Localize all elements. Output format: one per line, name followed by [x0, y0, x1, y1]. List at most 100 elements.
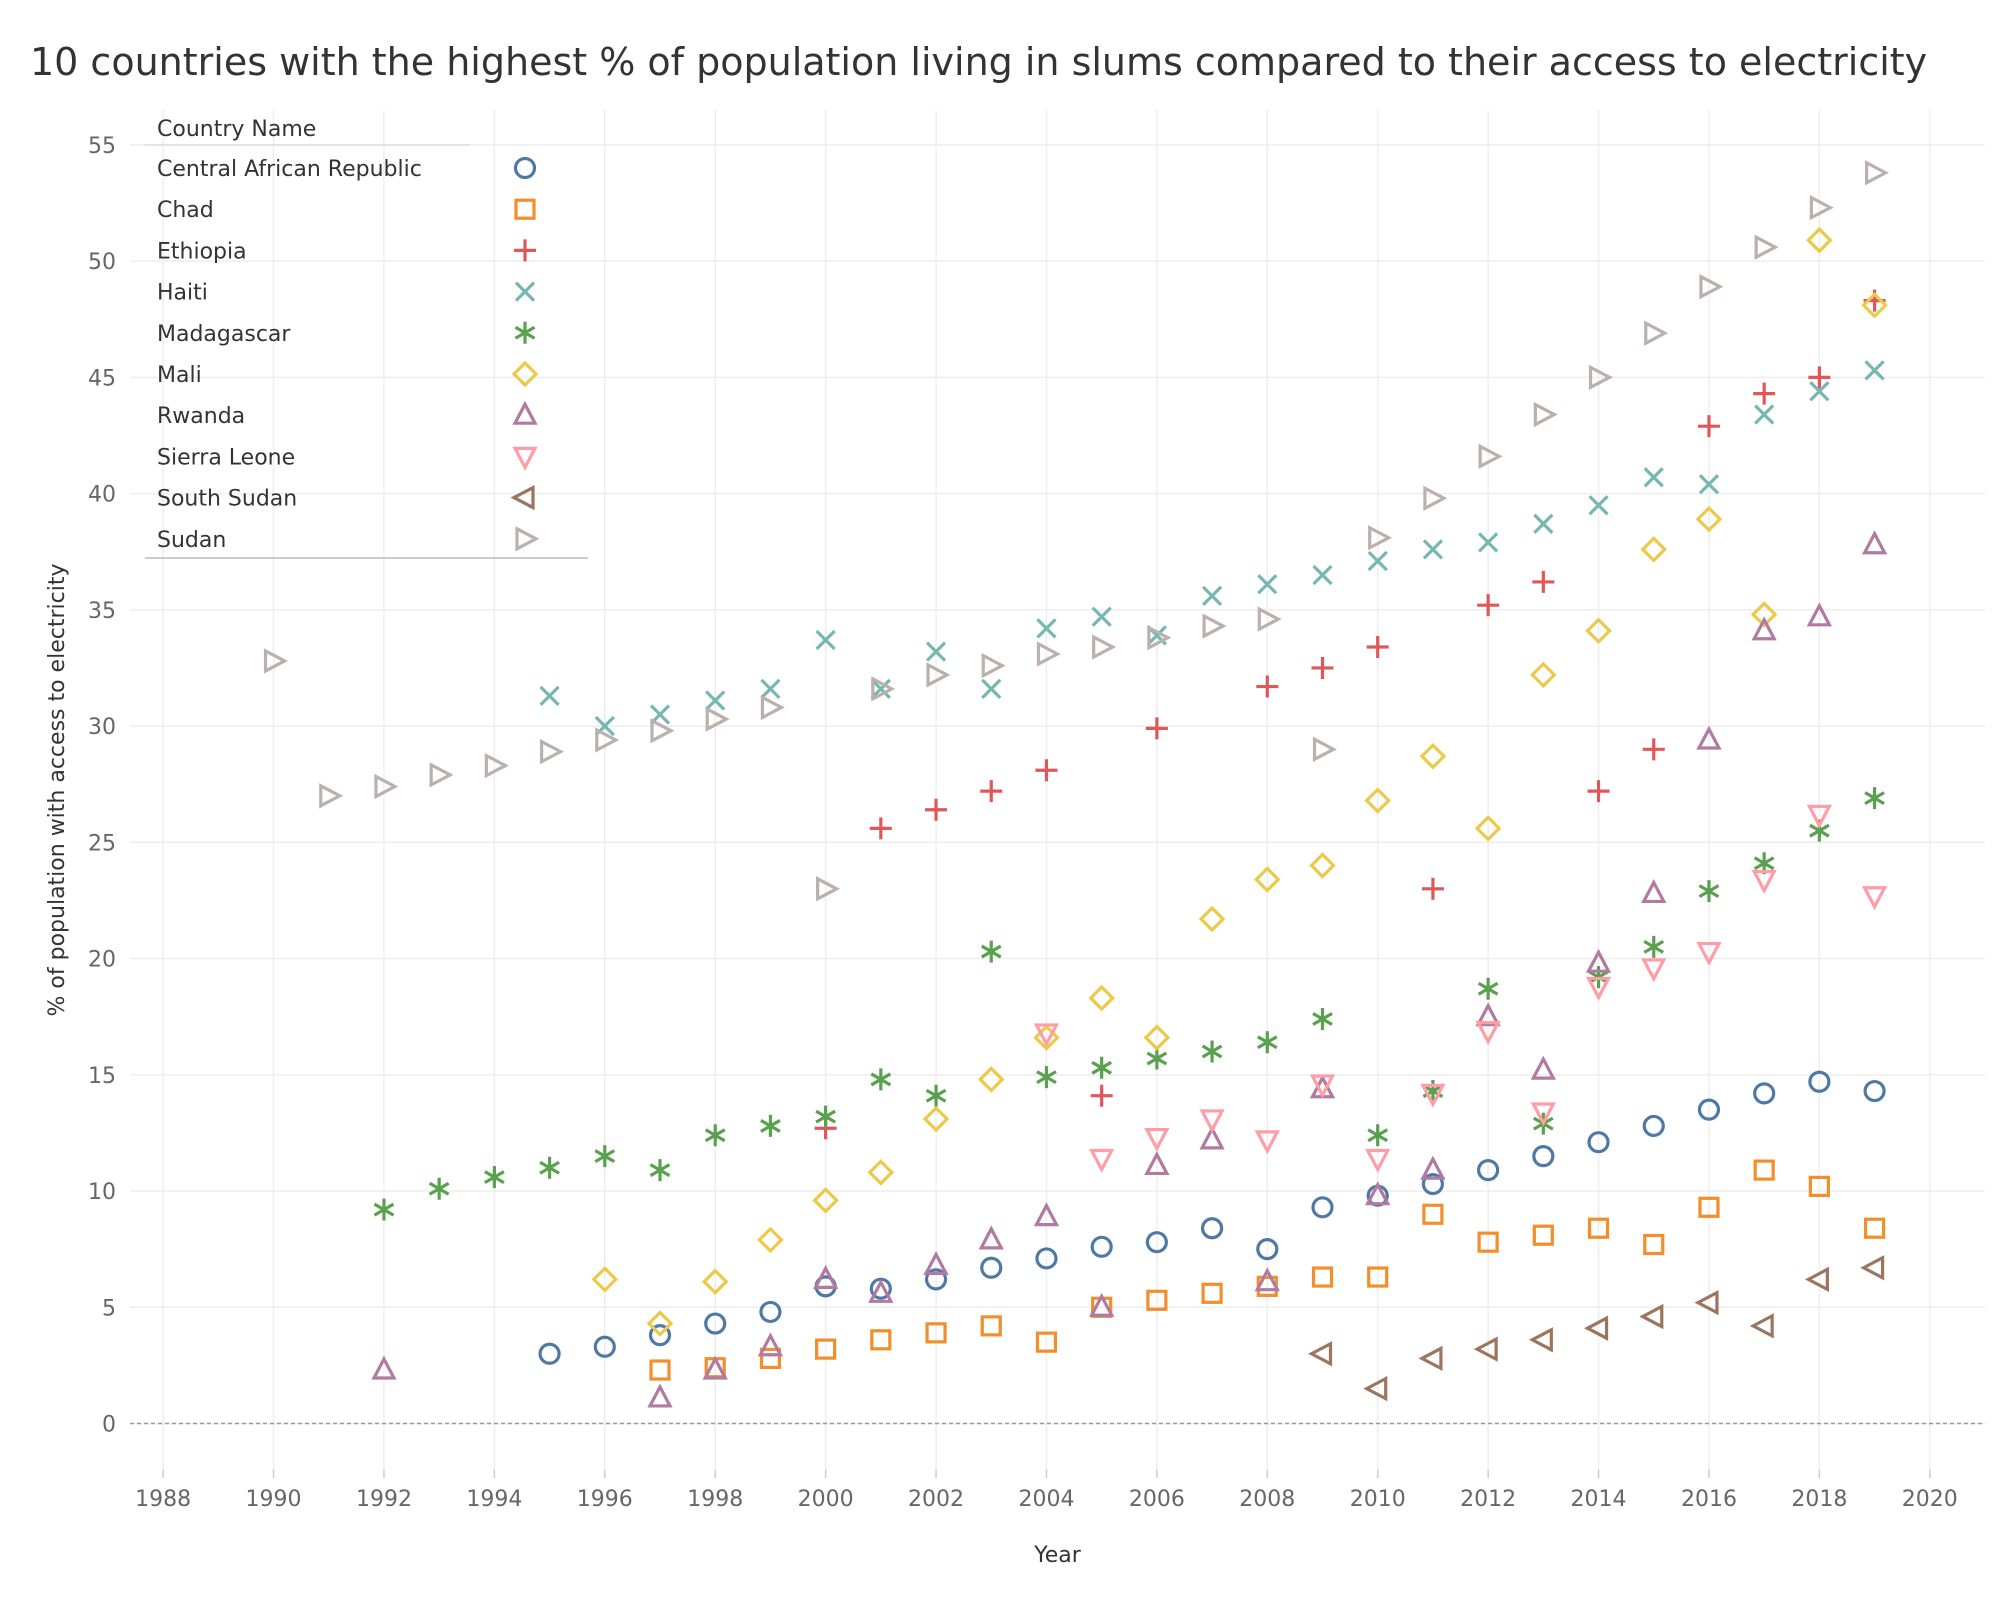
data-point[interactable] [1806, 602, 1833, 627]
data-point[interactable] [1475, 1002, 1501, 1027]
data-point[interactable] [1695, 505, 1723, 533]
data-point[interactable] [1808, 1175, 1830, 1197]
data-point[interactable] [1143, 1024, 1171, 1051]
data-point[interactable] [1530, 1102, 1556, 1127]
data-point[interactable] [1588, 495, 1609, 516]
data-point[interactable] [1860, 1255, 1885, 1281]
data-point[interactable] [1753, 382, 1776, 405]
legend-item-chad[interactable]: Chad [157, 198, 536, 223]
data-point[interactable] [1202, 613, 1227, 639]
data-point[interactable] [1420, 1083, 1446, 1108]
data-point[interactable] [705, 690, 726, 711]
data-point[interactable] [760, 678, 781, 700]
data-point[interactable] [374, 773, 399, 800]
data-point[interactable] [981, 652, 1006, 679]
data-point[interactable] [1199, 1109, 1225, 1134]
data-point[interactable] [1036, 641, 1061, 667]
data-point[interactable] [1861, 292, 1888, 319]
data-point[interactable] [595, 727, 620, 753]
data-point[interactable] [1309, 852, 1336, 879]
data-point[interactable] [539, 1156, 560, 1179]
data-point[interactable] [1809, 194, 1834, 221]
data-point[interactable] [648, 1324, 672, 1347]
data-point[interactable] [1089, 1148, 1115, 1173]
legend-item-mali[interactable]: Mali [157, 360, 539, 388]
data-point[interactable] [1257, 606, 1282, 632]
data-point[interactable] [980, 940, 1002, 963]
data-point[interactable] [812, 1187, 839, 1214]
data-point[interactable] [1421, 1172, 1445, 1196]
data-point[interactable] [1532, 570, 1555, 593]
data-point[interactable] [1035, 1247, 1058, 1270]
data-point[interactable] [1367, 1266, 1389, 1288]
data-point[interactable] [1418, 1345, 1443, 1372]
data-point[interactable] [1474, 815, 1502, 842]
data-point[interactable] [1751, 616, 1777, 641]
data-point[interactable] [980, 780, 1003, 803]
data-point[interactable] [1477, 532, 1499, 553]
data-point[interactable] [1367, 550, 1388, 572]
data-point[interactable] [1641, 958, 1667, 983]
data-point[interactable] [1530, 661, 1557, 689]
data-point[interactable] [1033, 1202, 1060, 1227]
data-point[interactable] [1528, 1327, 1553, 1353]
data-point[interactable] [925, 798, 948, 821]
data-point[interactable] [1421, 877, 1444, 900]
data-point[interactable] [1365, 1148, 1391, 1173]
data-point[interactable] [1643, 935, 1665, 958]
data-point[interactable] [591, 1266, 619, 1293]
data-point[interactable] [1754, 404, 1775, 425]
data-point[interactable] [1585, 617, 1612, 645]
data-point[interactable] [1146, 1047, 1168, 1070]
data-point[interactable] [926, 662, 951, 688]
data-point[interactable] [1200, 1217, 1224, 1240]
data-point[interactable] [1477, 1231, 1499, 1253]
data-point[interactable] [1363, 1375, 1388, 1402]
data-point[interactable] [1533, 513, 1554, 534]
data-point[interactable] [1088, 984, 1115, 1012]
data-point[interactable] [1089, 1292, 1115, 1317]
data-point[interactable] [1365, 1181, 1391, 1206]
data-point[interactable] [1201, 1040, 1223, 1063]
data-point[interactable] [759, 1347, 782, 1370]
data-point[interactable] [649, 1159, 671, 1182]
data-point[interactable] [1640, 536, 1668, 563]
data-point[interactable] [1532, 1224, 1554, 1246]
data-point[interactable] [1311, 1266, 1334, 1288]
data-point[interactable] [1588, 364, 1613, 391]
legend-item-madagascar[interactable]: Madagascar [157, 322, 536, 347]
data-point[interactable] [1753, 1159, 1775, 1181]
data-point[interactable] [1696, 725, 1722, 750]
data-point[interactable] [1312, 564, 1333, 586]
data-point[interactable] [815, 1105, 836, 1128]
data-point[interactable] [371, 1355, 397, 1380]
data-point[interactable] [1753, 1082, 1776, 1105]
data-point[interactable] [1144, 1127, 1170, 1152]
data-point[interactable] [1749, 1313, 1774, 1339]
data-point[interactable] [1584, 1315, 1609, 1341]
data-point[interactable] [1477, 1159, 1500, 1182]
legend-item-ethiopia[interactable]: Ethiopia [157, 239, 536, 264]
data-point[interactable] [1423, 485, 1448, 511]
legend[interactable]: Country Name Central African Republic Cha… [145, 117, 588, 559]
data-point[interactable] [1809, 381, 1830, 402]
data-point[interactable] [1198, 905, 1226, 933]
data-point[interactable] [1585, 948, 1612, 973]
data-point[interactable] [263, 648, 288, 674]
data-point[interactable] [1257, 574, 1278, 595]
data-point[interactable] [816, 876, 841, 902]
data-point[interactable] [1587, 1131, 1610, 1154]
data-point[interactable] [1201, 1282, 1223, 1304]
data-point[interactable] [981, 678, 1002, 700]
data-point[interactable] [1477, 977, 1499, 1000]
data-point[interactable] [1367, 1124, 1389, 1147]
data-point[interactable] [1422, 1203, 1444, 1225]
data-point[interactable] [539, 685, 560, 706]
data-point[interactable] [1698, 474, 1720, 495]
data-point[interactable] [1806, 226, 1833, 254]
data-point[interactable] [1308, 1341, 1333, 1367]
data-point[interactable] [1585, 976, 1612, 1001]
data-point[interactable] [867, 1159, 895, 1186]
data-point[interactable] [484, 1166, 505, 1189]
data-point[interactable] [1033, 1024, 1060, 1051]
